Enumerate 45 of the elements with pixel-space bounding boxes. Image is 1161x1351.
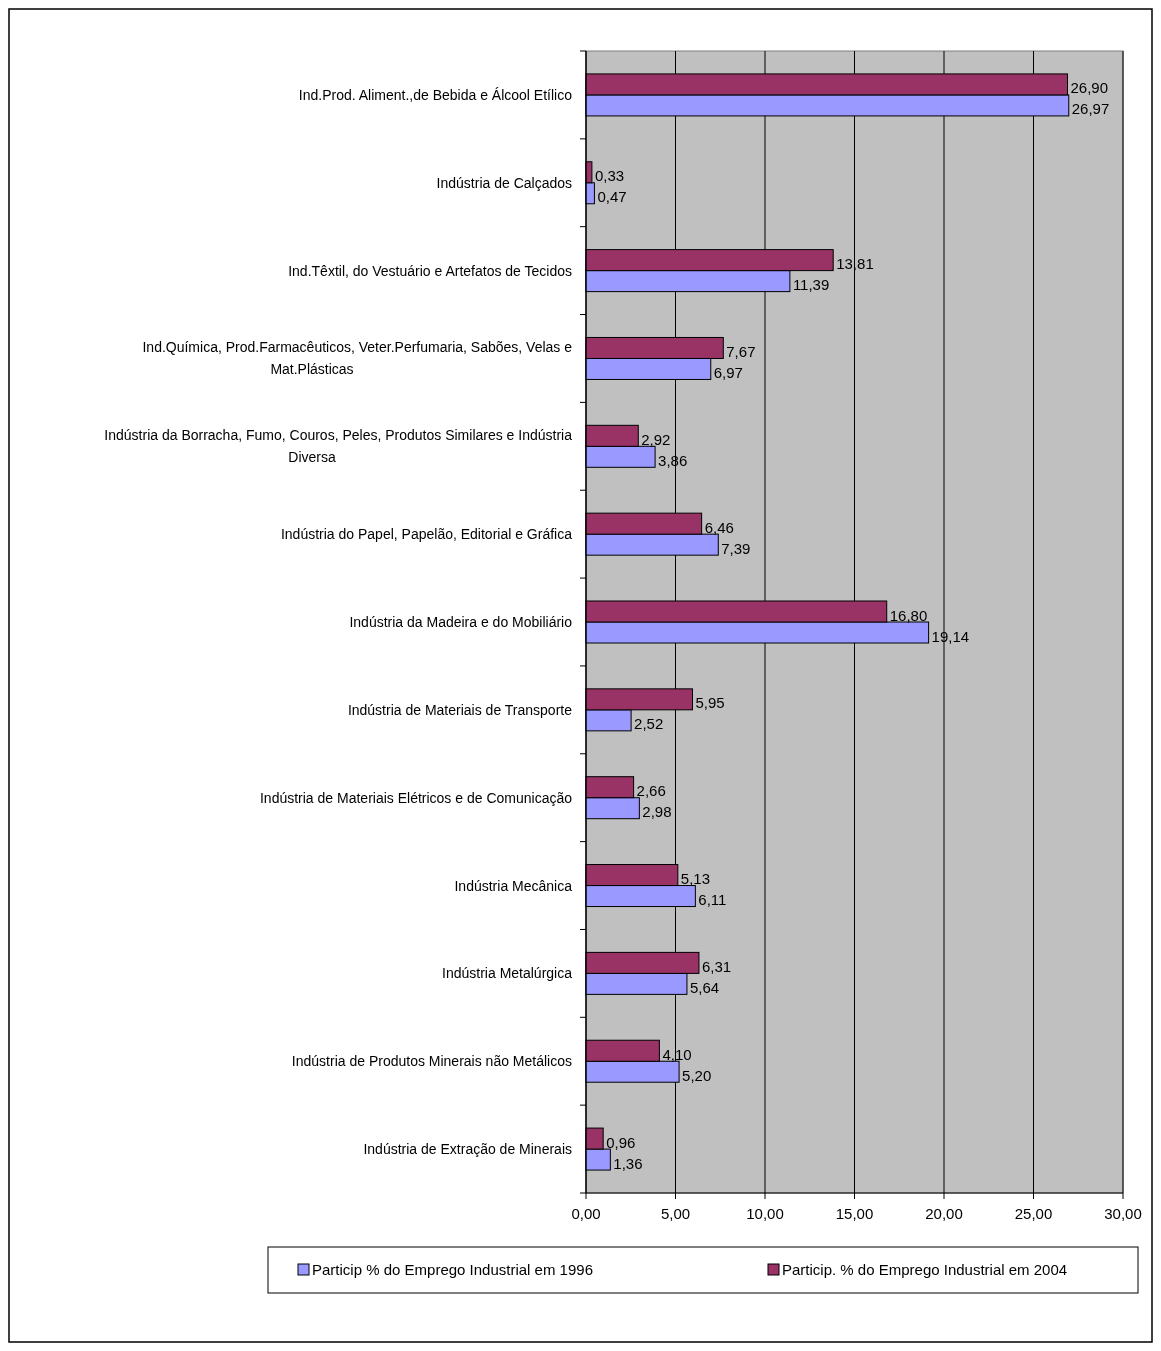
data-label: 2,98: [642, 803, 672, 821]
x-tick-label: 20,00: [925, 1205, 963, 1222]
y-tick-label: Indústria de Extração de Minerais: [363, 1141, 572, 1158]
y-tick-label: Indústria de Materiais Elétricos e de Comunicação: [259, 789, 573, 806]
y-tick-label: Indústria de Produtos Minerais não Metálicos: [291, 1053, 572, 1070]
data-label: 2,52: [634, 715, 664, 733]
data-label: 5,64: [689, 978, 720, 996]
data-label: 6,97: [713, 363, 743, 381]
data-label: 6,46: [704, 518, 734, 536]
data-label: 19,14: [931, 627, 970, 645]
data-label: 0,33: [594, 167, 625, 185]
y-tick-label: Ind.Têxtil, do Vestuário e Artefatos de Tecidos: [288, 262, 572, 279]
x-tick-label: 25,00: [1014, 1205, 1053, 1222]
data-label: 5,95: [695, 694, 725, 712]
data-label: 5,13: [680, 870, 711, 888]
data-label: 7,67: [726, 342, 756, 360]
y-tick-label: Ind.Química, Prod.Farmacêuticos, Veter.Perfumaria, Sabões, Velas e Mat.Plásticas: [142, 339, 573, 378]
y-tick-label: Indústria Mecânica: [454, 877, 573, 894]
data-label: 6,11: [698, 891, 727, 909]
data-label: 26,97: [1071, 100, 1110, 118]
data-label: 2,66: [636, 782, 666, 800]
x-tick-label: 10,00: [746, 1205, 784, 1222]
data-label: 6,31: [701, 957, 732, 975]
y-tick-label: Indústria do Papel, Papelão, Editorial e Gráfica: [280, 526, 573, 543]
x-tick-label: 5,00: [660, 1205, 691, 1222]
data-label: 1,36: [613, 1154, 643, 1172]
data-label: 26,90: [1070, 79, 1109, 97]
data-label: 5,20: [682, 1066, 712, 1084]
x-tick-label: 0,00: [571, 1205, 601, 1222]
y-tick-label: Indústria de Calçados: [436, 174, 572, 191]
data-label: 11,39: [792, 276, 830, 294]
y-tick-label: Indústria da Madeira e do Mobiliário: [349, 614, 573, 630]
data-label: 0,47: [597, 188, 627, 206]
data-label: 7,39: [721, 539, 751, 557]
data-label: 16,80: [889, 606, 928, 624]
data-label: 0,96: [606, 1133, 636, 1151]
y-tick-label: Indústria Metalúrgica: [442, 965, 573, 982]
y-tick-label: Ind.Prod. Aliment.,de Bebida e Álcool Etílico: [298, 86, 573, 103]
y-tick-label: Indústria da Borracha, Fumo, Couros, Peles, Produtos Similares e Indústria Diversa: [104, 427, 573, 466]
x-tick-label: 30,00: [1104, 1205, 1142, 1222]
data-label: 2,92: [641, 430, 671, 448]
x-tick-label: 15,00: [835, 1205, 874, 1222]
y-tick-label: Indústria de Materiais de Transporte: [347, 701, 573, 718]
legend-label: Particip. % do Emprego Industrial em 2004: [782, 1261, 1068, 1278]
legend-label: Particip % do Emprego Industrial em 1996: [312, 1261, 593, 1278]
